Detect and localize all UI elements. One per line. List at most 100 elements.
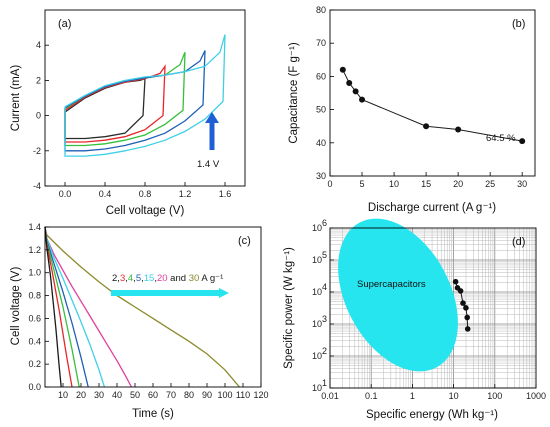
panel-d-point [460,300,466,306]
panel-c-x-tick-label: 110 [236,390,250,400]
supercapacitor-region [338,218,458,372]
panel-b-label: (b) [512,18,525,30]
panel-d-y-tick-exponent: 5 [322,250,327,260]
panel-b-y-tick-label: 60 [316,71,326,81]
panel-c-y-tick-label: 0.2 [28,359,41,369]
panel-c-label: (c) [238,235,251,247]
panel-a-arrow [205,112,219,150]
panel-c-y-tick-label: 0.0 [28,382,41,392]
panel-c-x-tick-label: 10 [58,390,68,400]
panel-d-series [452,278,471,332]
panel-c-legend-part: , [125,273,128,284]
panel-c-series [44,226,240,388]
panel-d-x-tick-label: 0.01 [321,391,339,401]
panel-a-y-tick-label: 4 [36,40,41,50]
panel-a-x-tick-label: 0.0 [59,189,72,199]
panel-b-xlabel: Discharge current (A g⁻¹) [368,202,496,214]
panel-d-y-tick-label: 10 [312,351,322,361]
panel-d-point [457,288,464,294]
panel-d-point [464,326,471,332]
panel-d-x-tick-label: 10 [449,391,459,401]
panel-b: 0 5 10 15 20 25 30 30 40 50 60 70 80 (b) Discharge c… [288,5,536,214]
panel-d-xlabel: Specific energy (Wh kg⁻¹) [366,409,498,421]
panel-b-x-tick-label: 15 [421,179,431,189]
panel-a-cv-curve-1 [64,64,166,143]
panel-c-xlabel: Time (s) [132,408,174,420]
panel-c-legend-part: 20 [157,273,168,284]
panel-d-ylabel: Specific power (W kg⁻¹) [283,247,295,369]
panel-c-x-tick-label: 80 [184,390,194,400]
panel-a-y-tick-label: -4 [33,181,41,191]
panel-b-line [342,69,523,142]
panel-c-x-tick-label: 40 [112,390,122,400]
panel-d-point [452,278,459,285]
panel-c-discharge-curve-6 [44,226,62,388]
panel-c-ticks: 10 20 30 40 50 60 70 80 90 100 110 120 0.0 0.2 0.4 0.6 0… [28,222,268,400]
panel-a-label: (a) [58,18,71,30]
panel-b-series [339,66,526,145]
panel-a-y-tick-label: 2 [36,75,41,85]
panel-c-legend-part: and [168,273,189,284]
panel-a-ylabel: Current (mA) [10,65,22,132]
panel-a-x-tick-label: 1.6 [219,189,232,199]
panel-a-cv-curve-4 [64,34,226,157]
panel-b-x-tick-label: 0 [327,179,332,189]
panel-d-y-tick-exponent: 6 [322,218,327,228]
panel-c-y-tick-label: 1.0 [28,268,41,278]
panel-b-annotation: 64.5 % [486,133,516,144]
panel-b-y-tick-label: 30 [316,171,326,181]
panel-d-y-tick-exponent: 3 [322,314,327,324]
panel-b-ticks: 0 5 10 15 20 25 30 30 40 50 60 70 80 [316,5,527,189]
panel-c: 10 20 30 40 50 60 70 80 90 100 110 120 0.0 0.2 0.4 0.6 0… [10,222,269,420]
panel-d-label: (d) [512,236,525,248]
panel-c-x-tick-label: 50 [130,390,140,400]
panel-a-x-tick-label: 0.4 [99,189,112,199]
panel-b-point [352,88,359,95]
panel-b-point [339,66,346,73]
panel-b-point [359,96,366,103]
panel-b-x-tick-label: 10 [389,179,399,189]
panel-c-legend-part: 15 [144,273,155,284]
panel-d-y-tick-label: 10 [312,383,322,393]
panel-d-point [464,314,471,321]
panel-c-discharge-curve-0 [44,226,240,388]
panel-a-annotation: 1.4 V [197,159,220,170]
panel-c-legend-part: , [117,273,120,284]
panel-b-x-tick-label: 25 [485,179,495,189]
panel-b-x-tick-label: 20 [453,179,463,189]
panel-d-y-tick-label: 10 [312,287,322,297]
panel-c-y-tick-label: 0.6 [28,313,41,323]
panel-d-y-tick-label: 10 [312,319,322,329]
panel-c-legend-part: , [133,273,136,284]
panel-b-x-tick-label: 5 [360,179,365,189]
panel-c-legend-part: 5 [136,273,141,284]
panel-c-x-tick-label: 20 [76,390,86,400]
panel-a: 0.0 0.4 0.8 1.2 1.6 -4 -2 0 2 4 (a) Cell voltage … [10,9,246,217]
panel-d-point [463,305,469,311]
panel-a-x-tick-label: 0.8 [139,189,152,199]
panel-d-y-tick-label: 10 [312,223,322,233]
panel-c-x-tick-label: 70 [166,390,176,400]
panel-c-legend-part: 3 [120,273,125,284]
panel-c-x-tick-label: 30 [94,390,104,400]
panel-b-y-tick-label: 50 [316,105,326,115]
panel-b-y-tick-label: 80 [316,5,326,15]
panel-c-x-tick-label: 100 [217,390,232,400]
panel-c-x-tick-label: 60 [148,390,158,400]
panel-a-series [64,34,226,157]
panel-c-ylabel: Cell voltage (V) [10,267,22,346]
panel-d-x-tick-label: 100 [487,391,502,401]
panel-b-plot-frame [329,9,536,177]
panel-a-y-tick-label: 0 [36,111,41,121]
panel-c-y-tick-label: 1.4 [28,222,41,232]
panel-c-legend-part: , [154,273,157,284]
panel-d-plot-frame [329,227,537,389]
panel-a-cv-curve-0 [64,77,146,140]
panel-d-y-tick-exponent: 1 [322,378,327,388]
panel-b-ylabel: Capacitance (F g⁻¹) [288,42,300,143]
panel-c-discharge-curve-1 [44,226,132,388]
panel-c-x-tick-label: 120 [253,390,268,400]
panel-a-y-tick-label: -2 [33,146,41,156]
